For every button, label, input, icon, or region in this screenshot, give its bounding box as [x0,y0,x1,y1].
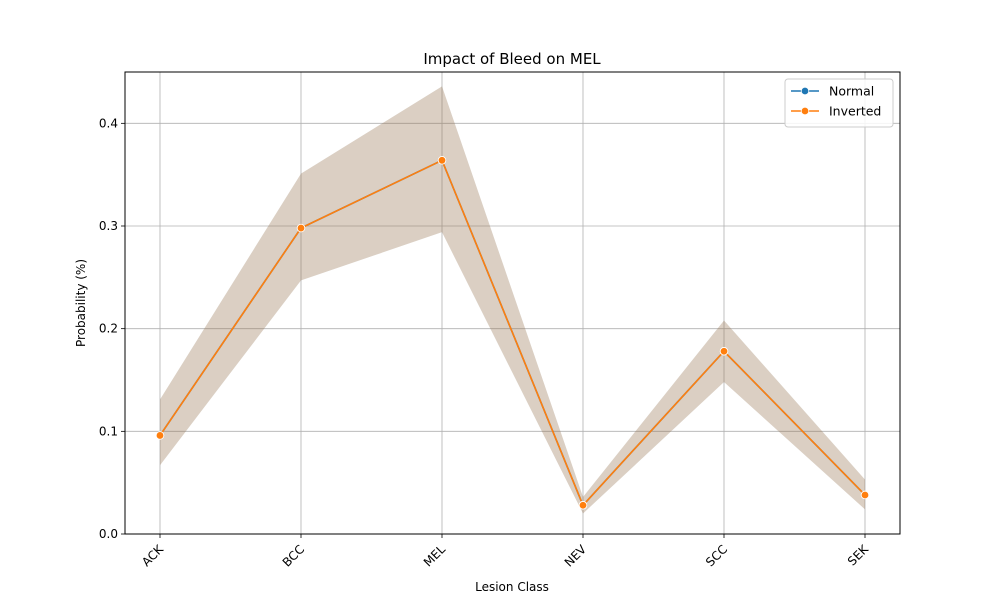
data-point-inverted [578,501,588,510]
data-point-inverted [296,223,306,233]
x-tick-label: SCC [703,542,730,569]
y-tick-label: 0.2 [99,322,118,336]
y-tick-label: 0.0 [99,527,118,541]
y-axis-ticks: 0.0 0.1 0.2 0.3 0.4 [99,116,125,541]
legend-marker-normal [800,86,810,96]
x-axis-label: Lesion Class [475,580,549,594]
x-tick-label: BCC [280,542,307,569]
data-point-inverted [860,490,870,500]
x-axis-ticks: ACK BCC MEL NEV SCC SEK [139,534,872,570]
x-tick-label: ACK [139,541,167,569]
y-tick-label: 0.3 [99,219,118,233]
x-tick-label: MEL [421,542,449,570]
x-tick-label: SEK [845,541,872,568]
legend-marker-inverted [800,106,810,116]
chart-title: Impact of Bleed on MEL [423,50,601,68]
data-point-inverted [719,347,729,356]
data-point-inverted [155,431,165,440]
legend-label-inverted: Inverted [829,104,881,119]
series-lines [159,159,866,507]
x-tick-label: NEV [562,542,590,570]
data-points [155,156,870,510]
y-axis-label: Probability (%) [74,259,88,347]
legend: Normal Inverted [784,78,894,128]
ci-band-inverted [160,86,865,514]
legend-label-normal: Normal [829,84,874,99]
series-line-inverted [159,159,866,507]
y-tick-label: 0.1 [99,424,118,438]
ci-band-normal [160,86,865,514]
plot-frame [124,71,901,535]
confidence-bands [160,86,865,514]
data-point-inverted [437,156,447,165]
y-tick-label: 0.4 [99,116,118,130]
